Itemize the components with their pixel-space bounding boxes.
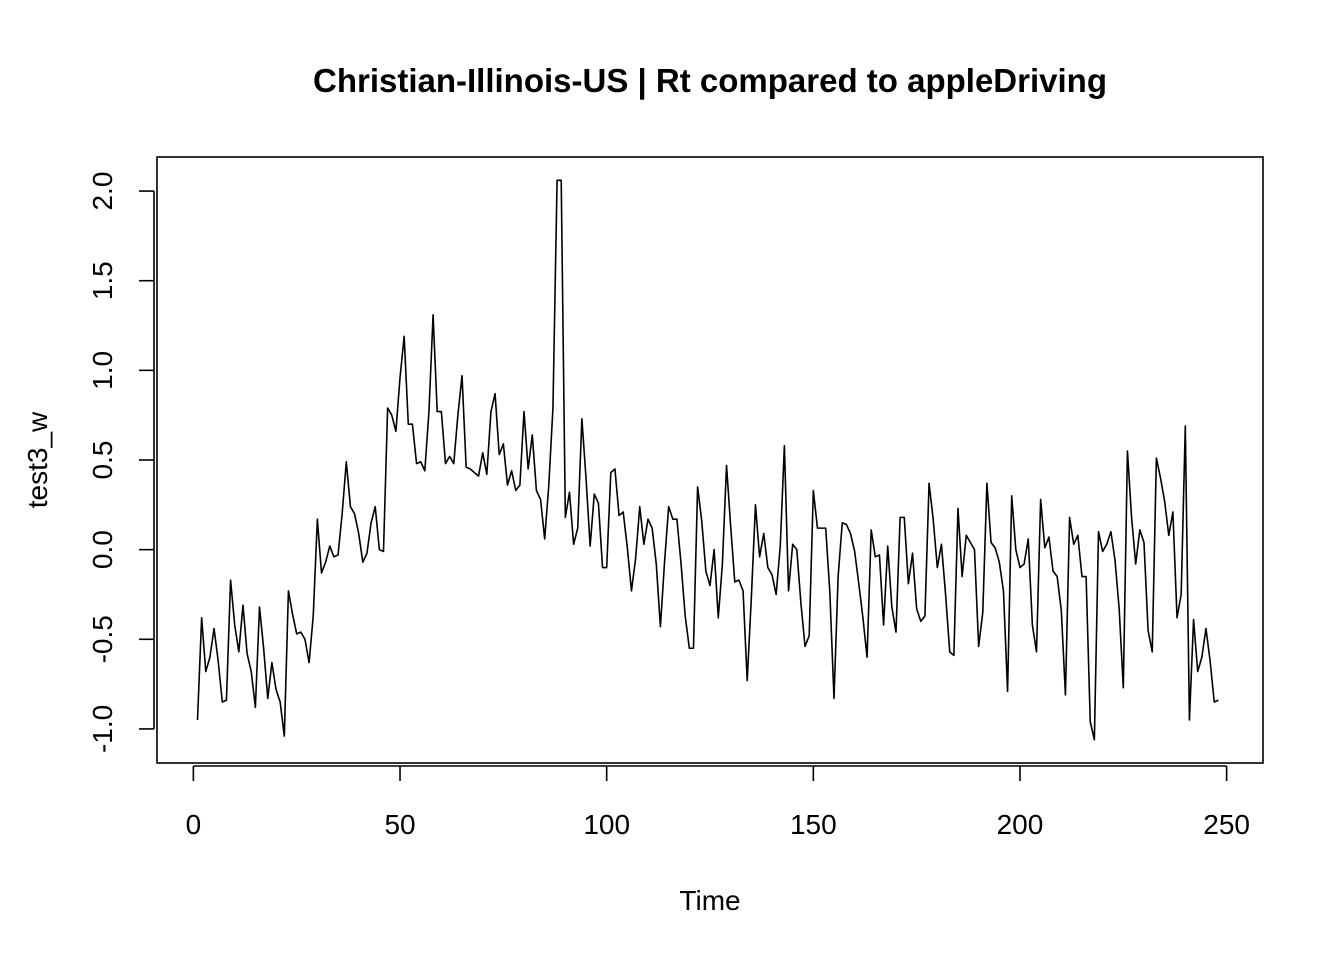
x-tick-label: 150 bbox=[790, 809, 837, 840]
y-tick-label: 1.5 bbox=[87, 261, 118, 300]
x-tick-label: 50 bbox=[384, 809, 415, 840]
x-axis-label: Time bbox=[679, 885, 740, 916]
x-tick-label: 100 bbox=[583, 809, 630, 840]
x-tick-label: 200 bbox=[997, 809, 1044, 840]
series-group bbox=[196, 179, 1219, 741]
y-tick-label: 1.0 bbox=[87, 351, 118, 390]
y-tick-label: 0.0 bbox=[87, 530, 118, 569]
y-axis-label: test3_w bbox=[22, 411, 53, 508]
y-tick-label: 0.5 bbox=[87, 441, 118, 480]
chart-title: Christian-Illinois-US | Rt compared to a… bbox=[313, 62, 1107, 99]
y-tick-label: -1.0 bbox=[87, 705, 118, 753]
x-tick-label: 0 bbox=[186, 809, 202, 840]
series-line bbox=[196, 179, 1219, 741]
y-tick-label: -0.5 bbox=[87, 615, 118, 663]
x-axis: 0 50 100 150 200 250 bbox=[186, 765, 1250, 840]
x-tick-label: 250 bbox=[1203, 809, 1250, 840]
y-tick-label: 2.0 bbox=[87, 172, 118, 211]
y-axis: -1.0 -0.5 0.0 0.5 1.0 1.5 2.0 bbox=[87, 172, 155, 753]
plot-frame bbox=[156, 156, 1264, 764]
